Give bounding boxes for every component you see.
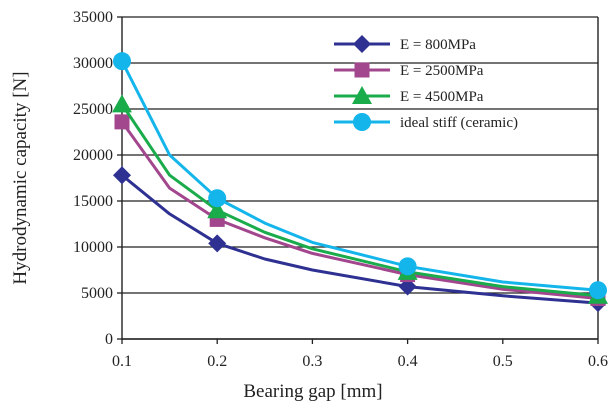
y-tick-label: 25000 <box>73 101 113 118</box>
legend-item: E = 4500MPa <box>334 86 484 105</box>
legend-marker <box>354 62 370 78</box>
y-tick-label: 10000 <box>73 239 113 256</box>
legend-label: E = 4500MPa <box>400 89 484 105</box>
legend-item: E = 800MPa <box>334 35 476 53</box>
data-point <box>113 166 131 185</box>
x-tick-label: 0.1 <box>112 353 132 370</box>
data-point <box>208 189 227 208</box>
series-line <box>120 121 599 300</box>
data-point <box>114 114 130 130</box>
series-line <box>120 103 599 298</box>
data-point <box>208 234 227 253</box>
x-axis-title: Bearing gap [mm] <box>243 381 382 402</box>
legend-label: ideal stiff (ceramic) <box>400 115 518 131</box>
legend: E = 800MPa E = 2500MPa E = 4500MPa ideal st… <box>334 35 518 131</box>
data-point <box>589 281 607 300</box>
series-line <box>120 60 599 292</box>
series-line <box>121 174 599 305</box>
legend-label: E = 800MPa <box>400 37 476 53</box>
y-tick-label: 20000 <box>73 147 113 164</box>
series-4 <box>113 52 607 300</box>
data-point <box>398 257 417 276</box>
series-layer <box>112 52 608 313</box>
data-point <box>113 52 131 71</box>
grid-layer <box>122 16 598 340</box>
legend-item: ideal stiff (ceramic) <box>334 113 518 131</box>
y-tick-label: 5000 <box>81 285 113 302</box>
y-tick-label: 0 <box>105 331 113 348</box>
data-point <box>112 94 132 113</box>
data-point <box>207 200 228 219</box>
legend-marker <box>353 113 371 131</box>
x-tick-label: 0.2 <box>207 353 227 370</box>
x-tick-label: 0.3 <box>302 353 322 370</box>
legend-marker <box>353 35 371 53</box>
y-tick-label: 15000 <box>73 193 113 210</box>
y-tick-label: 35000 <box>73 9 113 26</box>
legend-label: E = 2500MPa <box>400 63 484 79</box>
y-tick-label: 30000 <box>73 55 113 72</box>
x-tick-label: 0.6 <box>588 353 608 370</box>
x-tick-label: 0.4 <box>398 353 418 370</box>
legend-item: E = 2500MPa <box>334 62 484 79</box>
legend-marker <box>352 86 372 104</box>
y-axis-title: Hydrodynamic capacity [N] <box>10 71 31 284</box>
x-tick-label: 0.5 <box>493 353 513 370</box>
